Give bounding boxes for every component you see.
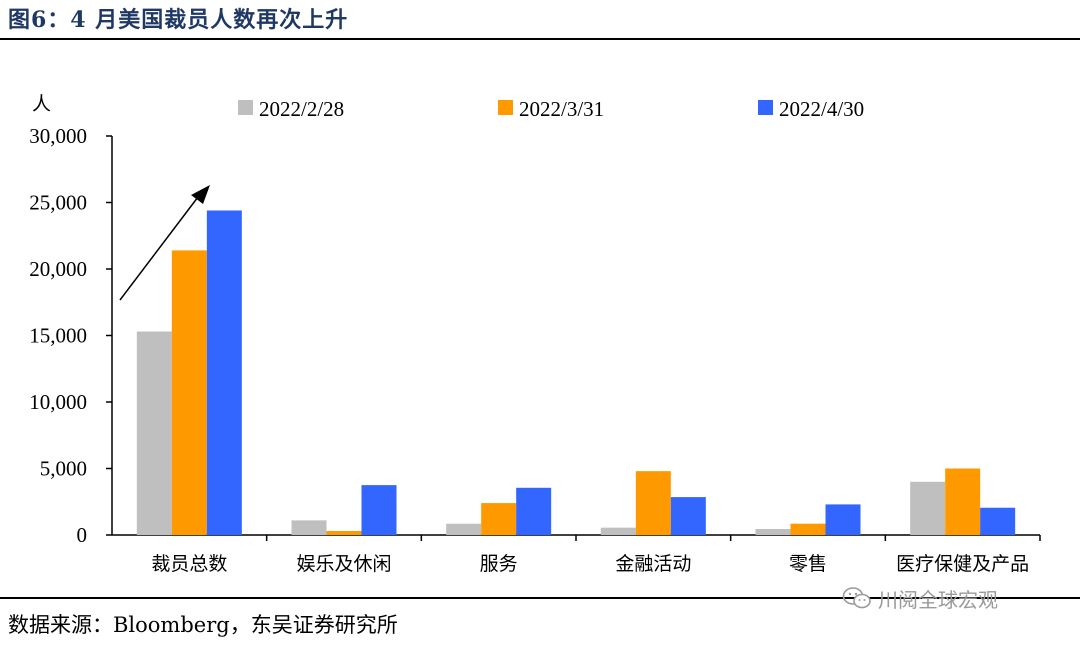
wechat-icon [842, 587, 871, 609]
bar [446, 523, 482, 535]
bar [945, 468, 981, 535]
y-axis-label: 人 [32, 93, 51, 115]
bar [600, 527, 636, 535]
y-tick-label: 20,000 [29, 257, 87, 281]
bar [670, 497, 706, 535]
watermark: 川阅全球宏观 [842, 583, 1052, 613]
y-tick-label: 30,000 [29, 124, 87, 148]
bar [790, 523, 826, 535]
legend-swatch [498, 100, 513, 115]
bar [755, 529, 791, 535]
chart-axes: 0 5,000 10,000 15,000 20,000 25,000 30,000 人 [29, 93, 1041, 547]
legend-swatch [238, 100, 253, 115]
watermark-text: 川阅全球宏观 [878, 587, 998, 612]
y-tick-label: 25,000 [29, 191, 87, 215]
y-tick-label: 15,000 [29, 324, 87, 348]
top-rule [0, 38, 1080, 40]
category-label: 裁员总数 [151, 553, 227, 575]
bar [361, 485, 397, 535]
category-label: 医疗保健及产品 [896, 553, 1029, 575]
legend-label: 2022/3/31 [519, 97, 604, 121]
bar [980, 507, 1016, 535]
legend-label: 2022/2/28 [259, 97, 344, 121]
bar [136, 331, 172, 535]
bar [206, 210, 242, 536]
category-label: 金融活动 [615, 553, 691, 575]
chart-legend: 2022/2/28 2022/3/31 2022/4/30 [238, 97, 864, 121]
category-label: 零售 [789, 553, 827, 575]
source-note: 数据来源：Bloomberg，东吴证券研究所 [8, 613, 398, 637]
chart-bars [136, 210, 1016, 536]
category-label: 服务 [480, 553, 518, 575]
figure-title: 图6：4 月美国裁员人数再次上升 [8, 7, 349, 33]
bar [516, 487, 552, 535]
legend-label: 2022/4/30 [779, 97, 864, 121]
category-label: 娱乐及休闲 [296, 553, 391, 575]
arrow-head [191, 185, 210, 204]
bar [481, 503, 517, 535]
y-tick-label: 0 [77, 523, 88, 547]
bar [825, 504, 861, 535]
bar-chart: 0 5,000 10,000 15,000 20,000 25,000 30,000 人 裁员… [29, 93, 1041, 575]
bar [910, 481, 946, 535]
y-tick-label: 10,000 [29, 390, 87, 414]
y-tick-label: 5,000 [40, 457, 87, 481]
chart-annotation [119, 185, 210, 301]
bottom-rule [0, 597, 1080, 599]
bar [291, 520, 327, 535]
category-labels: 裁员总数 娱乐及休闲 服务 金融活动 零售 医疗保健及产品 [151, 553, 1029, 575]
bar [326, 531, 362, 535]
bar [171, 250, 207, 535]
bar [635, 471, 671, 535]
arrow-shaft [119, 196, 199, 301]
legend-swatch [758, 100, 773, 115]
